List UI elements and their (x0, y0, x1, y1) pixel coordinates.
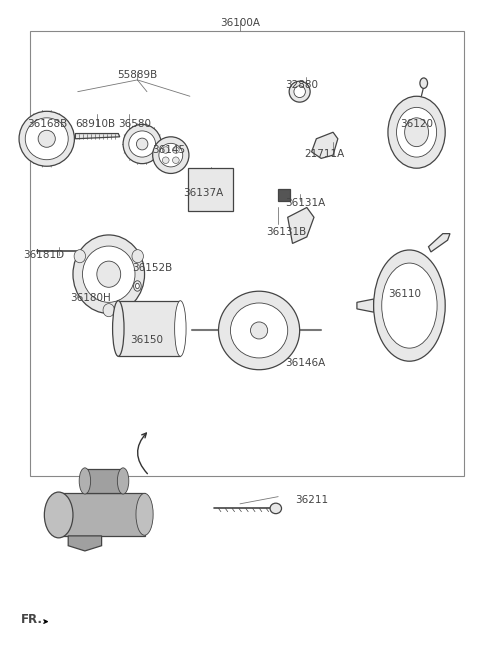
Ellipse shape (172, 147, 179, 153)
Polygon shape (288, 208, 314, 244)
Ellipse shape (74, 250, 85, 263)
Ellipse shape (251, 322, 268, 339)
Polygon shape (357, 299, 373, 312)
Polygon shape (429, 234, 450, 252)
Circle shape (420, 78, 428, 89)
Ellipse shape (129, 131, 156, 157)
Ellipse shape (289, 81, 310, 102)
Ellipse shape (270, 503, 281, 514)
Text: 36152B: 36152B (132, 263, 173, 273)
Text: 36168B: 36168B (28, 119, 68, 129)
Text: 36146A: 36146A (285, 358, 325, 368)
Circle shape (133, 281, 141, 291)
Bar (85, 468, 123, 493)
Ellipse shape (162, 147, 169, 153)
Ellipse shape (218, 291, 300, 370)
Ellipse shape (113, 301, 124, 356)
Ellipse shape (396, 107, 437, 157)
Text: 36131B: 36131B (266, 227, 307, 237)
Ellipse shape (382, 263, 437, 348)
Text: 36211: 36211 (295, 495, 328, 505)
Ellipse shape (38, 130, 55, 147)
Ellipse shape (97, 261, 120, 287)
Bar (59, 493, 144, 536)
Bar (111, 249, 117, 254)
Ellipse shape (117, 468, 129, 494)
Text: 36181D: 36181D (23, 250, 64, 260)
Ellipse shape (19, 111, 74, 166)
Ellipse shape (25, 118, 68, 160)
Bar (118, 301, 180, 356)
Bar (188, 168, 233, 211)
Ellipse shape (162, 157, 169, 164)
Ellipse shape (405, 118, 429, 147)
Text: 32880: 32880 (285, 80, 318, 90)
Text: 36110: 36110 (388, 289, 421, 299)
Polygon shape (68, 536, 102, 551)
Text: 68910B: 68910B (75, 119, 116, 129)
Text: 36150: 36150 (131, 335, 164, 345)
Text: 36145: 36145 (152, 145, 185, 155)
Ellipse shape (153, 137, 189, 173)
Ellipse shape (230, 303, 288, 358)
Text: 36180H: 36180H (71, 292, 111, 302)
Text: 55889B: 55889B (117, 70, 157, 80)
Ellipse shape (373, 250, 445, 361)
Ellipse shape (294, 86, 305, 97)
Ellipse shape (172, 157, 179, 164)
Ellipse shape (44, 492, 73, 538)
Ellipse shape (132, 250, 144, 263)
FancyArrowPatch shape (138, 433, 147, 474)
Ellipse shape (79, 468, 91, 494)
Ellipse shape (103, 304, 115, 317)
Polygon shape (312, 132, 338, 158)
Bar (278, 189, 290, 201)
Ellipse shape (73, 235, 144, 313)
Ellipse shape (159, 143, 183, 167)
Ellipse shape (123, 124, 161, 164)
Text: 36137A: 36137A (183, 188, 223, 198)
FancyArrowPatch shape (44, 620, 47, 623)
Ellipse shape (388, 97, 445, 168)
Text: 36580: 36580 (118, 119, 151, 129)
Text: 36100A: 36100A (220, 18, 260, 28)
Text: FR.: FR. (21, 613, 42, 626)
Ellipse shape (83, 246, 135, 302)
Circle shape (135, 283, 139, 288)
Ellipse shape (136, 138, 148, 150)
Text: 36120: 36120 (400, 119, 433, 129)
Ellipse shape (136, 493, 153, 535)
Text: 21711A: 21711A (304, 148, 345, 158)
Ellipse shape (175, 301, 186, 356)
Polygon shape (75, 133, 120, 139)
Text: 36131A: 36131A (285, 198, 325, 208)
